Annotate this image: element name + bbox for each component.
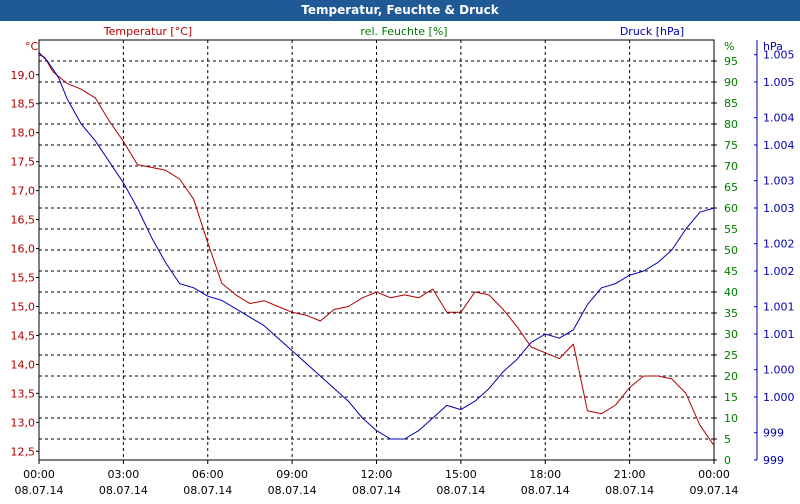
pressure-tick-label: 1.000 — [763, 391, 795, 404]
x-tick-label-time: 21:00 — [614, 468, 646, 481]
humidity-tick-label: 35 — [724, 307, 738, 320]
x-tick-label-date: 08.07.14 — [521, 484, 570, 497]
pressure-tick-label: 1.001 — [763, 328, 795, 341]
x-tick-label-date: 08.07.14 — [99, 484, 148, 497]
temperature-tick-label: 19,0 — [11, 69, 36, 82]
pressure-unit: hPa — [763, 40, 783, 53]
pressure-tick-label: 999 — [763, 427, 784, 440]
temperature-tick-label: 17,0 — [11, 185, 36, 198]
pressure-tick-label: 1.005 — [763, 49, 795, 62]
x-tick-label-date: 08.07.14 — [436, 484, 485, 497]
pressure-tick-label: 1.005 — [763, 76, 795, 89]
temperature-unit: °C — [25, 40, 39, 53]
chart-title: Temperatur, Feuchte & Druck — [301, 3, 499, 17]
humidity-tick-label: 0 — [724, 454, 731, 467]
series-line-temperature — [38, 54, 715, 446]
pressure-tick-label: 1.004 — [763, 112, 795, 125]
temperature-tick-label: 18,5 — [11, 98, 36, 111]
humidity-tick-label: 70 — [724, 160, 738, 173]
humidity-tick-label: 50 — [724, 244, 738, 257]
x-tick-label-time: 12:00 — [361, 468, 393, 481]
pressure-tick-label: 1.004 — [763, 139, 795, 152]
humidity-tick-label: 65 — [724, 181, 738, 194]
line-chart: 00:00 08.07.14 03:00 08.07.14 06:00 08.07.14 0… — [11, 25, 795, 497]
temperature-tick-label: 13,5 — [11, 387, 36, 400]
x-tick-label-time: 15:00 — [445, 468, 477, 481]
humidity-tick-label: 75 — [724, 139, 738, 152]
temperature-tick-label: 14,5 — [11, 329, 36, 342]
pressure-tick-label: 1.003 — [763, 202, 795, 215]
humidity-axis-label: rel. Feuchte [%] — [360, 25, 447, 38]
humidity-tick-label: 95 — [724, 55, 738, 68]
humidity-tick-label: 20 — [724, 370, 738, 383]
x-tick-label-date: 08.07.14 — [183, 484, 232, 497]
pressure-tick-label: 1.003 — [763, 175, 795, 188]
x-tick-label-time: 18:00 — [529, 468, 561, 481]
humidity-tick-label: 15 — [724, 391, 738, 404]
humidity-tick-label: 10 — [724, 412, 738, 425]
x-tick-label-date: 08.07.14 — [15, 484, 64, 497]
chart-title-bar: Temperatur, Feuchte & Druck — [0, 0, 800, 21]
x-tick-label-time: 09:00 — [276, 468, 308, 481]
temperature-tick-label: 18,0 — [11, 127, 36, 140]
axes: 00:00 08.07.14 03:00 08.07.14 06:00 08.07.14 0… — [11, 40, 795, 497]
humidity-tick-label: 5 — [724, 433, 731, 446]
x-tick-label-time: 00:00 — [698, 468, 730, 481]
temperature-tick-label: 17,5 — [11, 156, 36, 169]
pressure-tick-label: 999 — [763, 454, 784, 467]
humidity-tick-label: 40 — [724, 286, 738, 299]
x-tick-label-date: 08.07.14 — [268, 484, 317, 497]
humidity-tick-label: 55 — [724, 223, 738, 236]
temperature-tick-label: 16,0 — [11, 243, 36, 256]
temperature-tick-label: 14,0 — [11, 358, 36, 371]
temperature-axis-label: Temperatur [°C] — [103, 25, 192, 38]
x-tick-label-date: 08.07.14 — [352, 484, 401, 497]
humidity-tick-label: 25 — [724, 349, 738, 362]
x-tick-label-time: 00:00 — [23, 468, 55, 481]
temperature-tick-label: 12,5 — [11, 445, 36, 458]
temperature-tick-label: 15,0 — [11, 300, 36, 313]
grid — [39, 40, 714, 460]
series — [38, 52, 715, 446]
x-tick-label-time: 06:00 — [192, 468, 224, 481]
humidity-tick-label: 85 — [724, 97, 738, 110]
temperature-tick-label: 15,5 — [11, 272, 36, 285]
humidity-tick-label: 80 — [724, 118, 738, 131]
temperature-tick-label: 16,5 — [11, 214, 36, 227]
pressure-tick-label: 1.002 — [763, 265, 795, 278]
chart-area: 00:00 08.07.14 03:00 08.07.14 06:00 08.07.14 0… — [0, 21, 800, 500]
x-tick-label-time: 03:00 — [108, 468, 140, 481]
pressure-tick-label: 1.001 — [763, 301, 795, 314]
temperature-tick-label: 13,0 — [11, 416, 36, 429]
x-tick-label-date: 09.07.14 — [690, 484, 739, 497]
humidity-tick-label: 60 — [724, 202, 738, 215]
pressure-tick-label: 1.000 — [763, 364, 795, 377]
humidity-tick-label: 45 — [724, 265, 738, 278]
humidity-tick-label: 30 — [724, 328, 738, 341]
humidity-tick-label: 90 — [724, 76, 738, 89]
x-tick-label-date: 08.07.14 — [605, 484, 654, 497]
humidity-unit: % — [724, 40, 734, 53]
pressure-axis-label: Druck [hPa] — [620, 25, 684, 38]
pressure-tick-label: 1.002 — [763, 238, 795, 251]
series-line-pressure — [38, 52, 715, 440]
